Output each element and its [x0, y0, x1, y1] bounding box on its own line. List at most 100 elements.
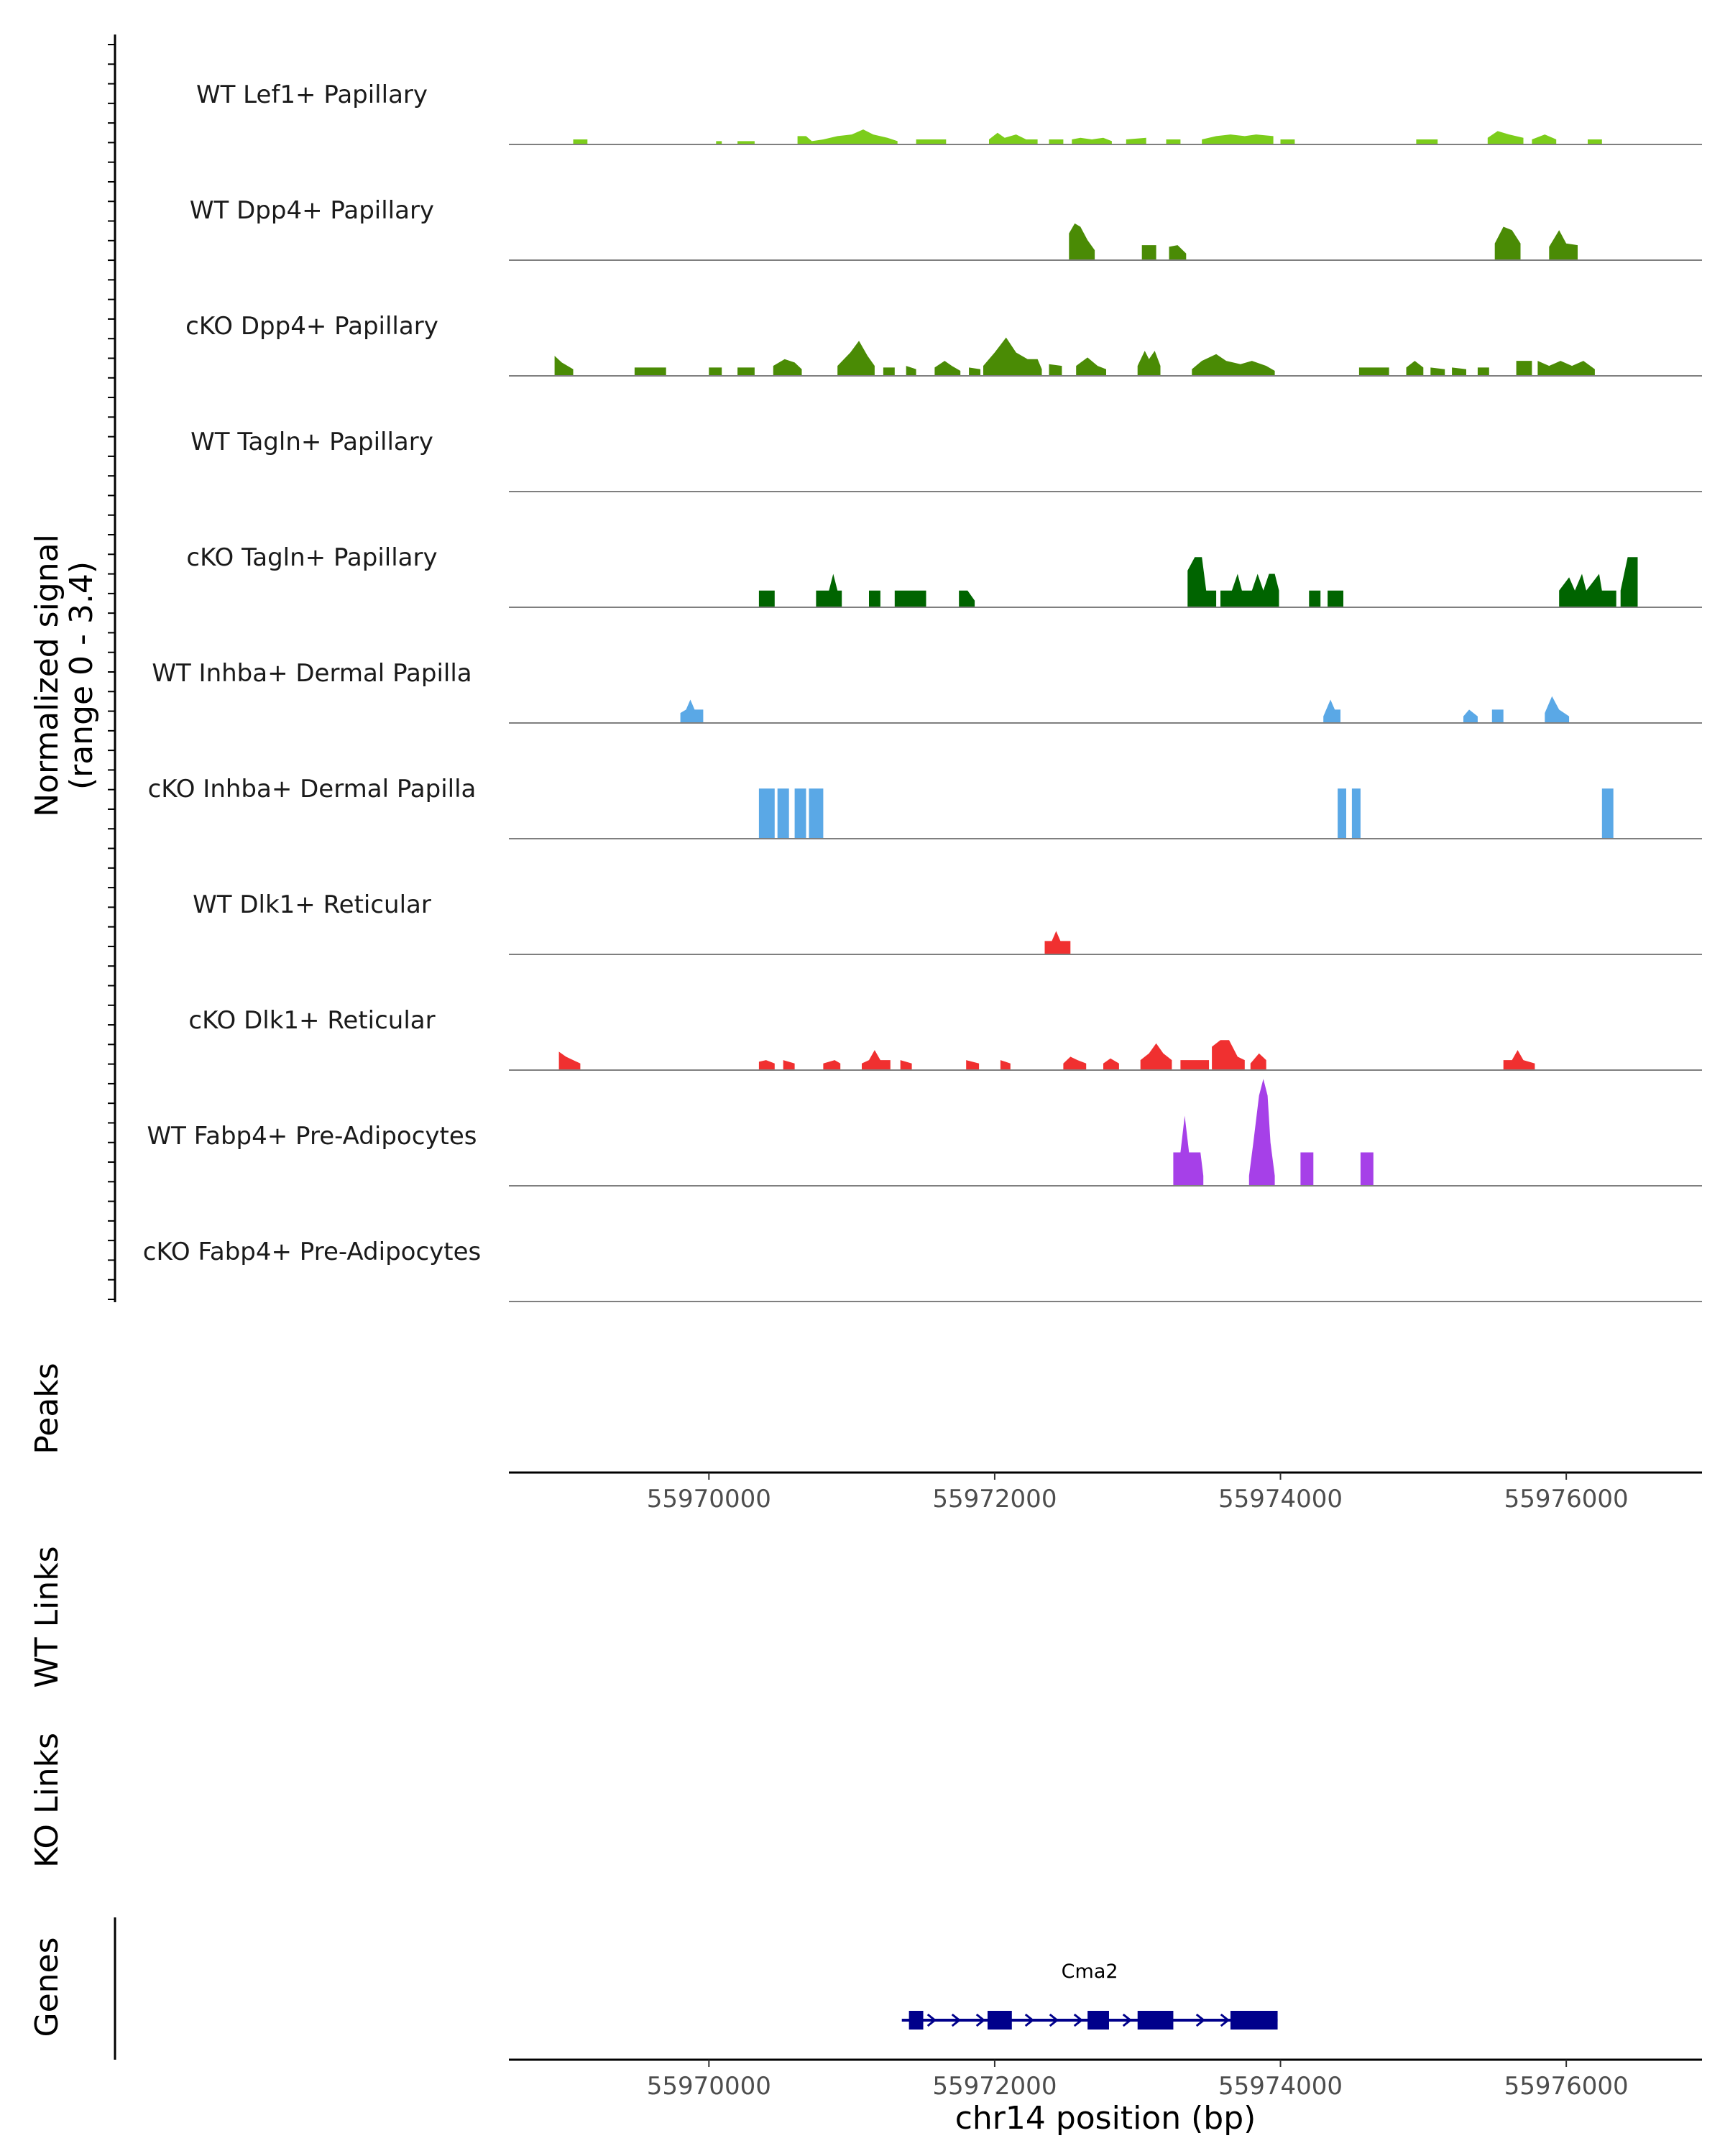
gene-exon [1230, 2011, 1278, 2030]
coverage-peak [558, 1051, 581, 1070]
x-tick-label: 55976000 [1504, 2072, 1629, 2101]
coverage-peak [1416, 139, 1438, 144]
coverage-peak [1000, 1060, 1011, 1070]
coverage-peak [1220, 573, 1279, 607]
gene-exon [1087, 2011, 1109, 2030]
coverage-peak [1532, 134, 1557, 144]
coverage-peak [1559, 573, 1616, 607]
coverage-peak [883, 367, 895, 376]
coverage-peak [1338, 788, 1346, 839]
coverage-peak [1537, 361, 1595, 376]
coverage-peak [837, 341, 875, 376]
strand-arrow [1049, 2013, 1059, 2027]
coverage-peak [916, 139, 947, 144]
coverage-peak [862, 1050, 891, 1070]
coverage-peak [737, 367, 755, 376]
coverage-peak [1477, 367, 1489, 376]
track-label: WT Dpp4+ Papillary [190, 196, 434, 225]
coverage-peak [1063, 1056, 1087, 1070]
coverage-peak [794, 788, 806, 839]
coverage-peak [1044, 931, 1071, 954]
coverage-peak [1180, 1060, 1210, 1070]
track-label: WT Inhba+ Dermal Papilla [152, 659, 472, 688]
x-tick-label: 55972000 [932, 1485, 1057, 1514]
track-label: WT Dlk1+ Reticular [193, 890, 431, 919]
coverage-peak [816, 573, 842, 607]
track-cko-dlk1-reticular: cKO Dlk1+ Reticular [188, 1006, 1702, 1071]
track-wt-dlk1-reticular: WT Dlk1+ Reticular [193, 890, 1702, 955]
coverage-peak [709, 367, 722, 376]
coverage-peak [1406, 361, 1424, 376]
coverage-peak [969, 367, 980, 376]
coverage-peak [634, 367, 666, 376]
coverage-peak [1248, 1079, 1275, 1186]
coverage-peak [737, 141, 755, 144]
track-cko-inhba-dermal-papilla: cKO Inhba+ Dermal Papilla [148, 775, 1702, 839]
coverage-peak [1300, 1152, 1314, 1186]
coverage-peak [1140, 1043, 1172, 1070]
coverage-peak [573, 139, 588, 144]
coverage-peak [1588, 139, 1602, 144]
strand-arrow [951, 2013, 962, 2027]
track-wt-lef1-papillary: WT Lef1+ Papillary [196, 80, 1702, 145]
track-wt-fabp4-pre-adipocytes: WT Fabp4+ Pre-Adipocytes [147, 1079, 1702, 1187]
coverage-peak [1126, 137, 1146, 144]
coverage-peak [1430, 367, 1445, 376]
gene-model: Cma2 [901, 1961, 1278, 2030]
coverage-peak [1173, 1115, 1204, 1186]
coverage-peak [1202, 134, 1274, 144]
peaks-track-title: Peaks [29, 1363, 65, 1454]
signal-axis-title: Normalized signal [29, 534, 65, 817]
coverage-tracks: WT Lef1+ Papillary WT Dpp4+ Papillary cKO … [143, 80, 1702, 1302]
coverage-peak [1516, 361, 1532, 376]
coverage-peak [1452, 367, 1466, 376]
coverage-peak [934, 361, 961, 376]
coverage-peak [809, 788, 824, 839]
coverage-peak [758, 1060, 775, 1070]
coverage-peak [1545, 696, 1570, 723]
coverage-peak [1103, 1058, 1119, 1070]
coverage-peak [1137, 351, 1161, 376]
coverage-peak [1072, 137, 1112, 144]
coverage-peak [966, 1060, 980, 1070]
coverage-peak [1503, 1050, 1535, 1070]
strand-arrow [1122, 2013, 1133, 2027]
peaks-x-axis: 55970000 55972000 55974000 55976000 [647, 1473, 1629, 1514]
coverage-peak [783, 1060, 795, 1070]
strand-arrow [926, 2013, 937, 2027]
strand-arrow [975, 2013, 986, 2027]
coverage-peak [758, 590, 775, 607]
x-tick-label: 55970000 [647, 2072, 771, 2101]
x-tick-label: 55974000 [1218, 2072, 1343, 2101]
x-tick-label: 55976000 [1504, 1485, 1629, 1514]
coverage-peak [1601, 788, 1614, 839]
coverage-peak [1187, 557, 1217, 607]
ko-links-track-title: KO Links [29, 1733, 65, 1868]
track-cko-fabp4-pre-adipocytes: cKO Fabp4+ Pre-Adipocytes [143, 1238, 1702, 1302]
track-wt-dpp4-papillary: WT Dpp4+ Papillary [190, 196, 1702, 261]
track-cko-tagln-papillary: cKO Tagln+ Papillary [186, 543, 1702, 608]
strand-arrow [1073, 2013, 1084, 2027]
coverage-peak [1166, 139, 1181, 144]
coverage-peak [989, 132, 1038, 144]
genes-track-title: Genes [29, 1937, 65, 2037]
track-label: cKO Inhba+ Dermal Papilla [148, 775, 477, 803]
track-label: cKO Fabp4+ Pre-Adipocytes [143, 1238, 482, 1266]
coverage-peak [777, 788, 789, 839]
coverage-peak [1169, 245, 1187, 260]
coverage-peak [1250, 1053, 1266, 1070]
x-axis-title: chr14 position (bp) [955, 2100, 1256, 2137]
coverage-peak [1076, 357, 1106, 376]
track-label: WT Tagln+ Papillary [190, 428, 433, 456]
coverage-peak [1360, 1152, 1374, 1186]
coverage-peak [959, 590, 975, 607]
strand-arrow [1195, 2013, 1206, 2027]
track-label: cKO Dpp4+ Papillary [185, 312, 438, 341]
coverage-peak [1549, 230, 1578, 260]
track-label: cKO Dlk1+ Reticular [188, 1006, 435, 1035]
coverage-peak [1212, 1040, 1245, 1070]
track-cko-dpp4-papillary: cKO Dpp4+ Papillary [185, 312, 1702, 377]
coverage-peak [1487, 131, 1524, 144]
x-tick-label: 55972000 [932, 2072, 1057, 2101]
